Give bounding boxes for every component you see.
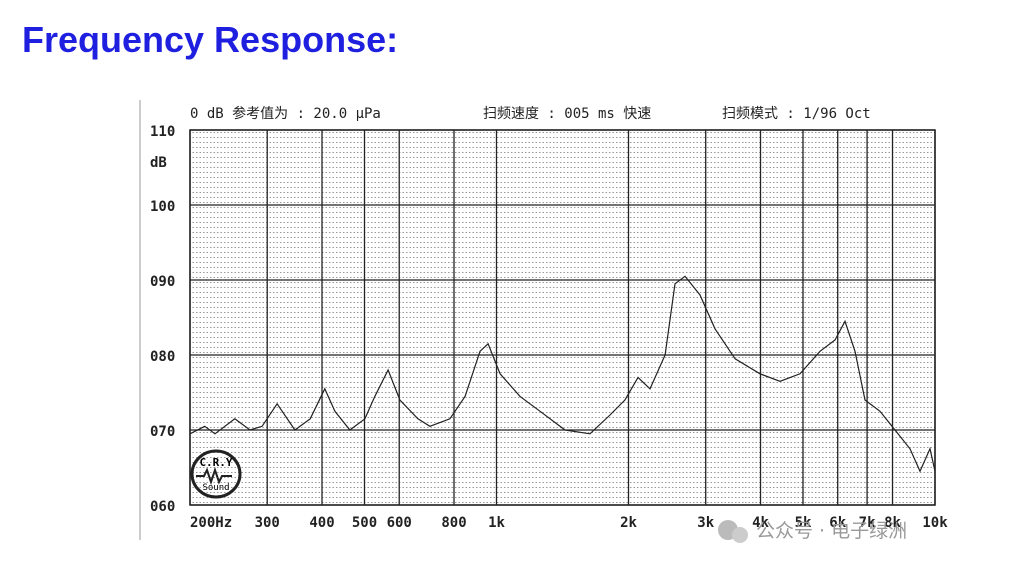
plot-frame bbox=[189, 129, 936, 506]
x-tick-label: 10k bbox=[922, 515, 948, 531]
x-tick-label: 400 bbox=[309, 515, 334, 531]
logo-top: C.R.Y bbox=[199, 456, 232, 469]
x-tick-label: 500 bbox=[352, 515, 377, 531]
x-tick-label: 7k bbox=[859, 515, 876, 531]
y-tick-label: 060 bbox=[150, 499, 175, 515]
header-mode: 扫频模式 : 1/96 Oct bbox=[722, 106, 871, 122]
page-title: Frequency Response: bbox=[22, 19, 398, 60]
watermark-text: 公众号 · 电子绿洲 bbox=[756, 520, 907, 542]
x-tick-label: 4k bbox=[752, 515, 769, 531]
x-tick-label: 800 bbox=[441, 515, 466, 531]
header-ref: 0 dB 参考值为 : 20.0 μPa bbox=[190, 105, 381, 122]
y-tick-label: 110 bbox=[150, 124, 175, 140]
response-line bbox=[189, 275, 936, 473]
x-tick-label: 6k bbox=[829, 515, 846, 531]
minor-grid bbox=[190, 130, 935, 505]
x-tick-label: 600 bbox=[387, 515, 412, 531]
y-axis-label: dB bbox=[150, 155, 167, 171]
y-tick-label: 080 bbox=[150, 349, 175, 365]
y-tick-label: 100 bbox=[150, 199, 175, 215]
watermark: 公众号 · 电子绿洲 bbox=[718, 520, 907, 543]
x-tick-label: 3k bbox=[697, 515, 714, 531]
x-tick-label: 8k bbox=[884, 515, 901, 531]
plot: 060 070 080 090 100 110 200Hz 300 400 500 600 800 1k… bbox=[150, 124, 948, 531]
header-speed: 扫频速度 : 005 ms 快速 bbox=[483, 106, 651, 122]
x-tick-label: 200Hz bbox=[190, 515, 232, 531]
x-tick-label: 2k bbox=[620, 515, 637, 531]
x-tick-label: 1k bbox=[488, 515, 505, 531]
y-tick-label: 070 bbox=[150, 424, 175, 440]
logo-bottom: Sound bbox=[202, 483, 229, 493]
logo: C.R.Y Sound bbox=[190, 449, 242, 499]
x-tick-label: 5k bbox=[795, 515, 812, 531]
x-tick-label: 300 bbox=[255, 515, 280, 531]
y-tick-label: 090 bbox=[150, 274, 175, 290]
